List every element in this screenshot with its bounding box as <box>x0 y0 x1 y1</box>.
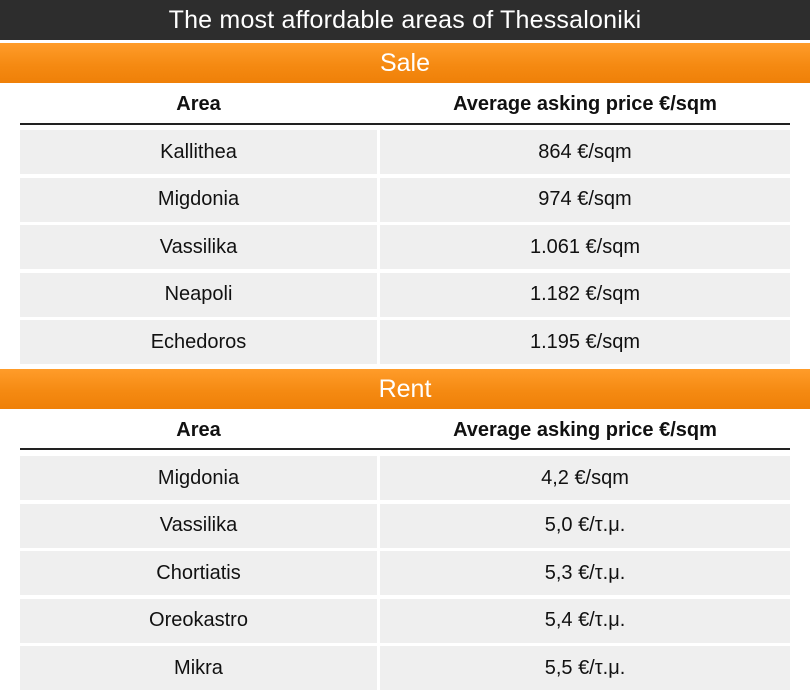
price-cell: 5,5 €/τ.μ. <box>380 646 790 690</box>
table-row: Chortiatis 5,3 €/τ.μ. <box>20 551 790 595</box>
area-cell: Migdonia <box>20 456 377 500</box>
sale-table-body: Kallithea 864 €/sqm Migdonia 974 €/sqm V… <box>20 130 790 368</box>
price-cell: 864 €/sqm <box>380 130 790 174</box>
table-row: Migdonia 4,2 €/sqm <box>20 456 790 500</box>
sale-header-divider <box>20 123 790 125</box>
sale-price-column-header: Average asking price €/sqm <box>453 93 717 115</box>
price-cell: 5,3 €/τ.μ. <box>380 551 790 595</box>
area-cell: Kallithea <box>20 130 377 174</box>
area-cell: Vassilika <box>20 225 377 269</box>
table-row: Neapoli 1.182 €/sqm <box>20 272 790 317</box>
price-cell: 5,4 €/τ.μ. <box>380 598 790 643</box>
rent-header-divider <box>20 448 790 450</box>
price-cell: 1.061 €/sqm <box>380 225 790 269</box>
table-row: Mikra 5,5 €/τ.μ. <box>20 646 790 690</box>
area-cell: Oreokastro <box>20 598 377 643</box>
table-row: Migdonia 974 €/sqm <box>20 177 790 222</box>
price-cell: 974 €/sqm <box>380 177 790 222</box>
page-title: The most affordable areas of Thessalonik… <box>0 0 810 40</box>
sale-section-header: Sale <box>0 43 810 83</box>
table-row: Oreokastro 5,4 €/τ.μ. <box>20 598 790 643</box>
table-row: Vassilika 1.061 €/sqm <box>20 225 790 269</box>
area-cell: Migdonia <box>20 177 377 222</box>
area-cell: Chortiatis <box>20 551 377 595</box>
table-row: Echedoros 1.195 €/sqm <box>20 320 790 364</box>
price-cell: 1.195 €/sqm <box>380 320 790 364</box>
rent-price-column-header: Average asking price €/sqm <box>453 419 717 441</box>
rent-section-header: Rent <box>0 369 810 409</box>
area-cell: Echedoros <box>20 320 377 364</box>
rent-area-column-header: Area <box>176 419 221 441</box>
rent-table-header: Area Average asking price €/sqm <box>0 410 810 450</box>
sale-area-column-header: Area <box>176 93 221 115</box>
price-cell: 4,2 €/sqm <box>380 456 790 500</box>
sale-table-header: Area Average asking price €/sqm <box>0 84 810 124</box>
price-cell: 1.182 €/sqm <box>380 272 790 317</box>
area-cell: Neapoli <box>20 272 377 317</box>
table-row: Vassilika 5,0 €/τ.μ. <box>20 503 790 548</box>
price-cell: 5,0 €/τ.μ. <box>380 503 790 548</box>
rent-table-body: Migdonia 4,2 €/sqm Vassilika 5,0 €/τ.μ. … <box>20 456 790 694</box>
area-cell: Mikra <box>20 646 377 690</box>
table-row: Kallithea 864 €/sqm <box>20 130 790 174</box>
area-cell: Vassilika <box>20 503 377 548</box>
